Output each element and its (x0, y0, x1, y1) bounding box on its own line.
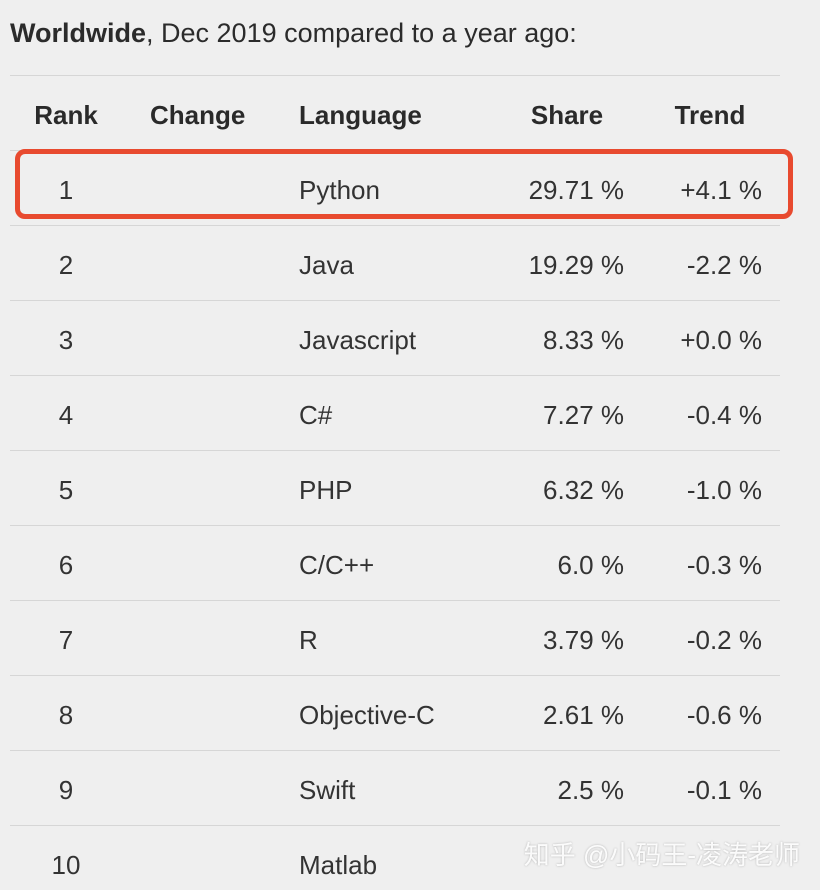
table-row: 8 Objective-C 2.61 % -0.6 % (10, 675, 780, 750)
column-header-language[interactable]: Language (299, 100, 422, 130)
rank-cell: 5 (58, 475, 74, 505)
heading-description: , Dec 2019 compared to a year ago: (146, 18, 577, 48)
rank-cell: 1 (58, 175, 74, 205)
language-cell: Objective-C (299, 700, 435, 730)
language-cell: Swift (299, 775, 356, 805)
share-cell: 29.71 % (528, 175, 624, 205)
column-header-trend[interactable]: Trend (674, 100, 746, 130)
table-row: 10 Matlab (10, 825, 780, 890)
table-row: 3 Javascript 8.33 % +0.0 % (10, 300, 780, 375)
trend-cell: +4.1 % (680, 175, 762, 205)
ranking-table: Rank Change Language Share Trend 1 Pytho… (10, 75, 780, 890)
share-cell: 6.0 % (557, 550, 625, 580)
column-header-share[interactable]: Share (530, 100, 604, 130)
trend-cell: -0.1 % (686, 775, 762, 805)
share-cell: 2.5 % (557, 775, 625, 805)
rank-cell: 6 (58, 550, 74, 580)
language-cell: C/C++ (299, 550, 375, 580)
trend-cell: -0.2 % (686, 625, 762, 655)
table-row: 6 C/C++ 6.0 % -0.3 % (10, 525, 780, 600)
share-cell: 8.33 % (543, 325, 624, 355)
rank-cell: 7 (58, 625, 74, 655)
language-cell: PHP (299, 475, 353, 505)
trend-cell: -2.2 % (686, 250, 762, 280)
share-cell: 6.32 % (543, 475, 624, 505)
share-cell: 7.27 % (543, 400, 624, 430)
table-row: 1 Python 29.71 % +4.1 % (10, 150, 780, 225)
table-row: 5 PHP 6.32 % -1.0 % (10, 450, 780, 525)
trend-cell: -0.6 % (686, 700, 762, 730)
trend-cell: -0.4 % (686, 400, 762, 430)
share-cell: 2.61 % (543, 700, 624, 730)
table-header-row: Rank Change Language Share Trend (10, 75, 780, 150)
table-row: 9 Swift 2.5 % -0.1 % (10, 750, 780, 825)
heading-region: Worldwide (10, 18, 147, 48)
watermark: 知乎 @小码王-凌涛老师 (523, 840, 800, 870)
rank-cell: 8 (58, 700, 74, 730)
language-cell: C# (299, 400, 333, 430)
column-header-rank[interactable]: Rank (34, 100, 98, 130)
page-heading: Worldwide, Dec 2019 compared to a year a… (10, 18, 577, 49)
table-row: 7 R 3.79 % -0.2 % (10, 600, 780, 675)
share-cell: 3.79 % (543, 625, 624, 655)
rank-cell: 2 (58, 250, 74, 280)
trend-cell: -0.3 % (686, 550, 762, 580)
column-header-change[interactable]: Change (150, 100, 246, 130)
trend-cell: +0.0 % (680, 325, 762, 355)
rank-cell: 3 (58, 325, 74, 355)
share-cell: 19.29 % (528, 250, 624, 280)
table-row: 2 Java 19.29 % -2.2 % (10, 225, 780, 300)
table-row: 4 C# 7.27 % -0.4 % (10, 375, 780, 450)
language-cell: Matlab (299, 850, 378, 880)
rank-cell: 10 (51, 850, 81, 880)
language-cell: Java (299, 250, 354, 280)
language-cell: Javascript (299, 325, 417, 355)
language-cell: Python (299, 175, 380, 205)
language-cell: R (299, 625, 318, 655)
rank-cell: 9 (58, 775, 74, 805)
rank-cell: 4 (58, 400, 74, 430)
trend-cell: -1.0 % (686, 475, 762, 505)
